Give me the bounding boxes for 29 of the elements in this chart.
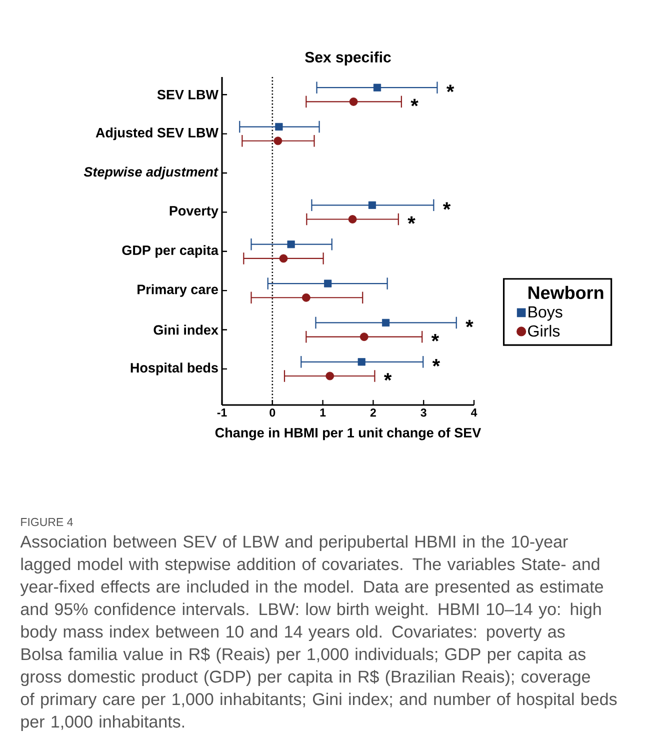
annotation: * xyxy=(431,334,440,342)
x-tick-label: 2 xyxy=(370,408,376,417)
y-tick-label: GDP per capita xyxy=(122,245,219,258)
x-tick-label: -1 xyxy=(217,408,227,416)
y-tick-label: Primary care xyxy=(138,284,218,297)
legend-label: Girls xyxy=(528,324,560,337)
x-tick-label: 1 xyxy=(320,408,326,416)
y-tick-label: Gini index xyxy=(154,324,218,335)
x-tick-label: 3 xyxy=(420,408,426,417)
y-tick-label: SEV LBW xyxy=(157,90,218,100)
annotation: * xyxy=(384,373,392,381)
text: Association between SEV of LBW and peripubertal HBMI in the 10-year lagged model with stepwise addition of covariates. The variables State- and year-fixed effects are included in the model. Data are presented as estimate and 95% confidence intervals. LBW: low birth weight. HBMI 10–14 yo: high body mass index between 10 and 14 years old. Covariates: poverty as Bolsa familia value in R$ (Reais) per 1,000 individuals; GDP per capita as gross domestic product (GDP) per capita in R$ (Brazilian Reais); coverage of primary care per 1,000 inhabitants; Gini index; and number of hospital beds per 1,000 inhabitants. xyxy=(20,535,617,732)
y-tick-label: Adjusted SEV LBW xyxy=(96,128,218,140)
legend-label: Boys xyxy=(528,306,562,321)
x-tick-label: 4 xyxy=(470,408,478,416)
y-tick-label: Stepwise adjustment xyxy=(84,166,218,180)
y-tick-label: Hospital beds xyxy=(130,362,218,376)
annotation: * xyxy=(432,359,440,366)
legend-title: Newborn xyxy=(528,286,604,300)
annotation: * xyxy=(446,84,454,92)
x-axis-title: Change in HBMI per 1 unit change of SEV xyxy=(215,428,482,440)
y-tick-label: Poverty xyxy=(170,206,218,218)
annotation: * xyxy=(466,320,474,328)
caption: FIGURE 4 xyxy=(21,518,73,526)
annotation: * xyxy=(408,216,416,224)
x-tick-label: 0 xyxy=(270,408,276,417)
annotation: * xyxy=(410,98,418,106)
annotation: * xyxy=(442,202,451,210)
chart-title: Sex specific xyxy=(305,51,391,66)
